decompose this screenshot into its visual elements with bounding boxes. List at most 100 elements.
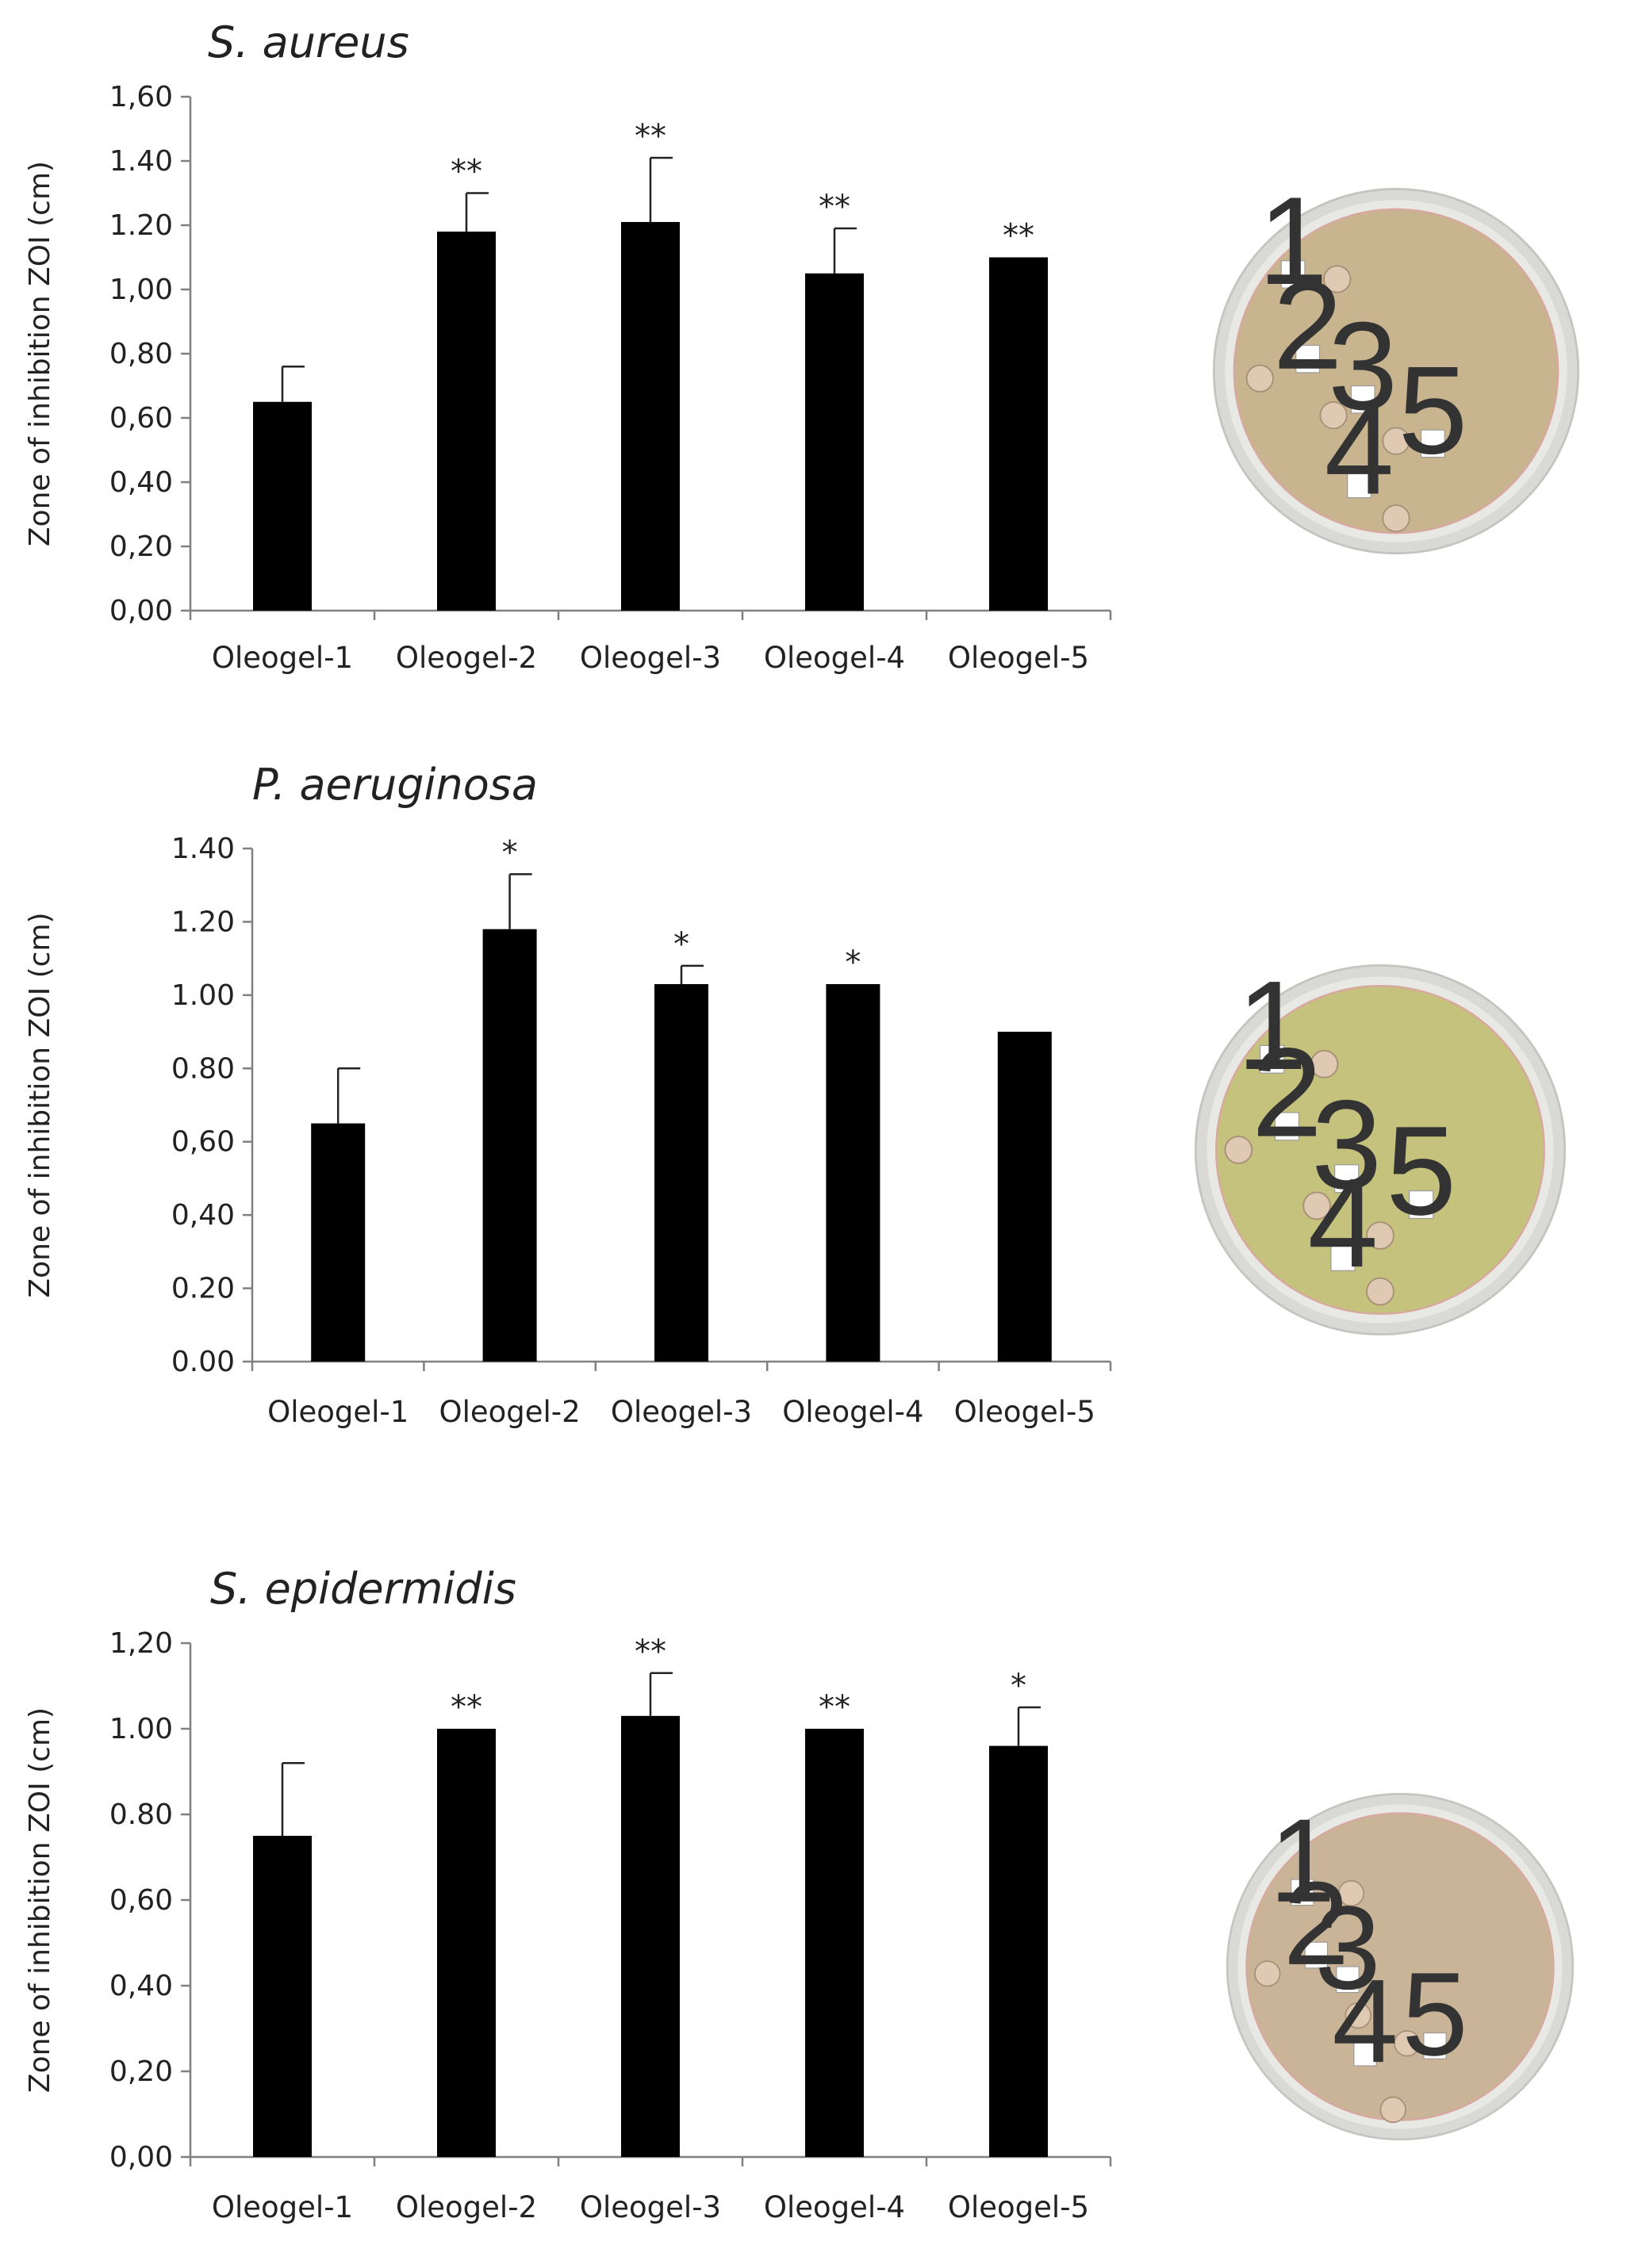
y-tick-label: 1.40 bbox=[109, 145, 173, 178]
bar bbox=[437, 1729, 496, 2157]
spot-label-box bbox=[1423, 2032, 1447, 2059]
spot-label: 3 bbox=[1314, 1882, 1380, 2014]
x-category-label: Oleogel-5 bbox=[948, 2190, 1089, 2224]
inhibition-spot bbox=[1224, 1136, 1253, 1164]
inhibition-spot bbox=[1245, 364, 1274, 393]
spot-label: 3 bbox=[1328, 297, 1398, 436]
significance-marker: ** bbox=[451, 154, 482, 190]
y-tick-label: 0,20 bbox=[109, 2055, 173, 2088]
y-tick-label: 1.40 bbox=[171, 833, 235, 865]
inhibition-spot bbox=[1366, 1277, 1394, 1306]
y-tick-label: 0,60 bbox=[109, 1884, 173, 1917]
bar bbox=[805, 1729, 864, 2157]
y-tick-label: 0,40 bbox=[171, 1199, 235, 1232]
y-tick-label: 1.00 bbox=[171, 979, 235, 1012]
spot-label: 4 bbox=[1308, 1151, 1379, 1293]
x-category-label: Oleogel-5 bbox=[954, 1395, 1095, 1429]
inhibition-spot bbox=[1382, 504, 1410, 533]
x-category-label: Oleogel-3 bbox=[611, 1395, 752, 1429]
x-category-label: Oleogel-2 bbox=[396, 2190, 537, 2224]
y-tick-label: 1,60 bbox=[109, 81, 173, 113]
spot-label: 1 bbox=[1237, 964, 1307, 1096]
spot-label: 4 bbox=[1325, 381, 1394, 521]
y-tick-label: 0.00 bbox=[171, 1346, 235, 1378]
x-category-label: Oleogel-1 bbox=[267, 1395, 409, 1429]
chart-panel-s-aureus: S. aureus Zone of inhibition ZOI (cm) 0,00… bbox=[0, 0, 1638, 714]
y-tick-label: 0,40 bbox=[109, 466, 173, 499]
significance-marker: ** bbox=[819, 189, 850, 225]
bar bbox=[253, 401, 312, 611]
bar bbox=[989, 257, 1048, 611]
spot-label: 5 bbox=[1398, 340, 1468, 480]
x-category-label: Oleogel-1 bbox=[212, 641, 353, 675]
x-category-label: Oleogel-2 bbox=[439, 1395, 580, 1429]
bar-chart: S. aureus Zone of inhibition ZOI (cm) 0,00… bbox=[24, 17, 1112, 675]
spot-label-box bbox=[1304, 1941, 1329, 1969]
chart-title: S. aureus bbox=[208, 17, 409, 67]
y-tick-label: 0,60 bbox=[109, 402, 173, 435]
bar bbox=[997, 1032, 1052, 1362]
x-category-label: Oleogel-3 bbox=[580, 641, 721, 675]
x-category-label: Oleogel-4 bbox=[764, 641, 905, 675]
bar bbox=[805, 273, 864, 611]
spot-label: 5 bbox=[1386, 1099, 1456, 1241]
inhibition-spot bbox=[1337, 1879, 1365, 1907]
spot-label-box bbox=[1353, 2039, 1377, 2067]
significance-marker: * bbox=[673, 926, 689, 963]
spot-label-box bbox=[1347, 469, 1372, 499]
spot-label-box bbox=[1295, 344, 1321, 374]
spot-label-box bbox=[1409, 1190, 1434, 1220]
y-tick-label: 1.20 bbox=[109, 209, 173, 242]
y-tick-label: 1,20 bbox=[109, 1627, 173, 1660]
chart-title: S. epidermidis bbox=[210, 1564, 516, 1614]
spot-label-box bbox=[1280, 260, 1306, 289]
bar bbox=[437, 232, 496, 611]
inhibition-spot bbox=[1323, 265, 1352, 293]
significance-marker: ** bbox=[451, 1689, 482, 1726]
spot-label-box bbox=[1336, 1966, 1360, 1994]
y-tick-label: 1.20 bbox=[171, 906, 235, 938]
chart-panel-p-aeruginosa: P. aeruginosa Zone of inhibition ZOI (cm)… bbox=[0, 760, 1638, 1475]
spot-label-box bbox=[1274, 1112, 1300, 1141]
inhibition-spot bbox=[1319, 401, 1348, 430]
inhibition-spot bbox=[1382, 427, 1410, 455]
significance-marker: * bbox=[1011, 1668, 1026, 1704]
y-axis-label: Zone of inhibition ZOI (cm) bbox=[24, 1707, 56, 2093]
x-category-label: Oleogel-3 bbox=[580, 2190, 721, 2224]
bar-chart: S. epidermidis Zone of inhibition ZOI (cm… bbox=[24, 1564, 1112, 2224]
bar bbox=[621, 1715, 680, 2157]
significance-marker: ** bbox=[635, 118, 666, 155]
chart-panel-s-epidermidis: S. epidermidis Zone of inhibition ZOI (cm… bbox=[0, 1554, 1638, 2254]
spot-label-box bbox=[1330, 1242, 1356, 1271]
chart-title: P. aeruginosa bbox=[252, 760, 538, 810]
significance-marker: ** bbox=[819, 1689, 850, 1726]
spot-label: 1 bbox=[1269, 1795, 1335, 1927]
y-tick-label: 0,60 bbox=[171, 1126, 235, 1159]
spot-label: 2 bbox=[1273, 256, 1343, 396]
spot-label: 5 bbox=[1402, 1948, 1467, 2080]
significance-marker: * bbox=[502, 834, 518, 871]
significance-marker: ** bbox=[635, 1634, 666, 1670]
y-tick-label: 0,80 bbox=[109, 338, 173, 370]
bar bbox=[311, 1123, 366, 1362]
y-axis-label: Zone of inhibition ZOI (cm) bbox=[24, 161, 56, 546]
spot-label-box bbox=[1334, 1164, 1360, 1193]
y-tick-label: 0.80 bbox=[109, 1799, 173, 1831]
spot-label: 2 bbox=[1252, 1021, 1322, 1163]
bar bbox=[621, 221, 680, 611]
spot-label-box bbox=[1420, 429, 1445, 458]
y-axis-label: Zone of inhibition ZOI (cm) bbox=[24, 912, 56, 1297]
inhibition-spot bbox=[1366, 1221, 1394, 1250]
inhibition-spot bbox=[1394, 2030, 1421, 2057]
bar bbox=[654, 983, 708, 1362]
bar bbox=[253, 1836, 312, 2157]
bar-chart: P. aeruginosa Zone of inhibition ZOI (cm)… bbox=[24, 760, 1112, 1429]
spot-label-box bbox=[1260, 1044, 1285, 1074]
inhibition-spot bbox=[1310, 1050, 1339, 1078]
x-category-label: Oleogel-4 bbox=[764, 2190, 905, 2224]
x-category-label: Oleogel-2 bbox=[396, 641, 537, 675]
agar-surface bbox=[1215, 985, 1545, 1315]
x-category-label: Oleogel-5 bbox=[948, 641, 1089, 675]
